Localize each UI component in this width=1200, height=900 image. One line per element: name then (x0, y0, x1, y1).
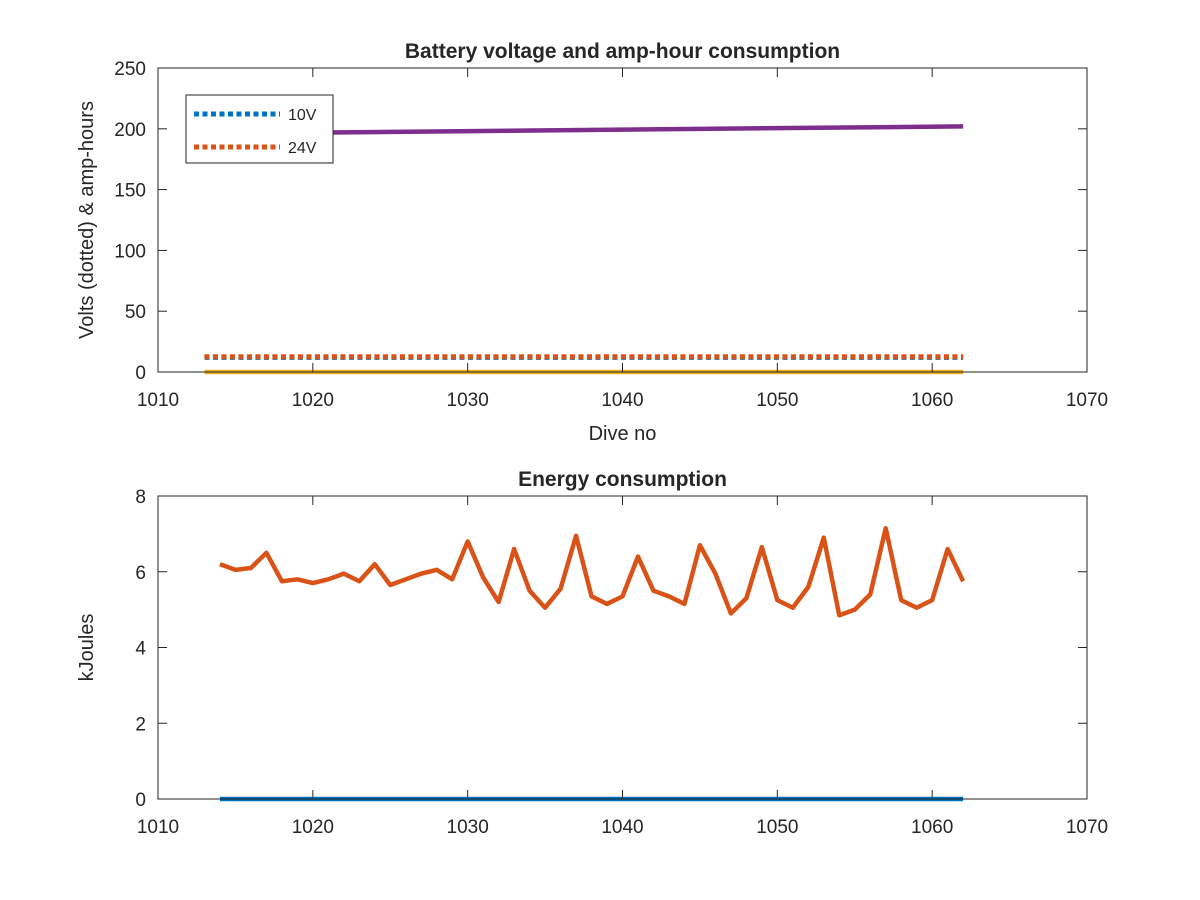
y-axis-label: Volts (dotted) & amp-hours (76, 101, 98, 339)
y-tick-label: 2 (135, 714, 146, 735)
y-tick-label: 8 (135, 487, 146, 508)
legend-label-1: 24V (288, 140, 317, 157)
plot-area (158, 496, 1087, 799)
legend-box (185, 94, 334, 164)
x-tick-label: 1040 (601, 817, 643, 838)
chart-title: Battery voltage and amp-hour consumption (405, 40, 840, 63)
legend: 10V 24V (185, 94, 334, 164)
bottom-chart: 1010 1020 1030 1040 1050 1060 1070 0 2 4 6 8 Energy … (76, 468, 1108, 838)
x-tick-label: 1020 (292, 390, 334, 411)
top-chart: 1010 1020 1030 1040 1050 1060 1070 0 50 100 150 200… (76, 40, 1108, 445)
x-tick-label: 1050 (756, 390, 798, 411)
y-tick-label: 50 (125, 302, 146, 323)
x-tick-label: 1040 (601, 390, 643, 411)
y-tick-label: 6 (135, 563, 146, 584)
x-tick-label: 1070 (1066, 390, 1108, 411)
y-tick-label: 200 (114, 120, 146, 141)
x-tick-label: 1050 (756, 817, 798, 838)
x-tick-label: 1060 (911, 817, 953, 838)
x-tick-label: 1030 (447, 390, 489, 411)
x-tick-label: 1060 (911, 390, 953, 411)
x-tick-label: 1010 (137, 390, 179, 411)
y-tick-label: 250 (114, 59, 146, 80)
y-tick-label: 150 (114, 181, 146, 202)
y-tick-label: 4 (135, 639, 146, 660)
y-tick-label: 0 (135, 363, 146, 384)
x-axis-label: Dive no (589, 423, 657, 445)
x-tick-label: 1070 (1066, 817, 1108, 838)
chart-title: Energy consumption (518, 468, 727, 491)
x-tick-label: 1020 (292, 817, 334, 838)
series-line-0 (219, 525, 966, 618)
y-tick-label: 100 (114, 241, 146, 262)
legend-label-0: 10V (288, 107, 317, 124)
y-tick-label: 0 (135, 790, 146, 811)
y-axis-label: kJoules (76, 614, 98, 682)
x-tick-label: 1030 (447, 817, 489, 838)
x-tick-label: 1010 (137, 817, 179, 838)
